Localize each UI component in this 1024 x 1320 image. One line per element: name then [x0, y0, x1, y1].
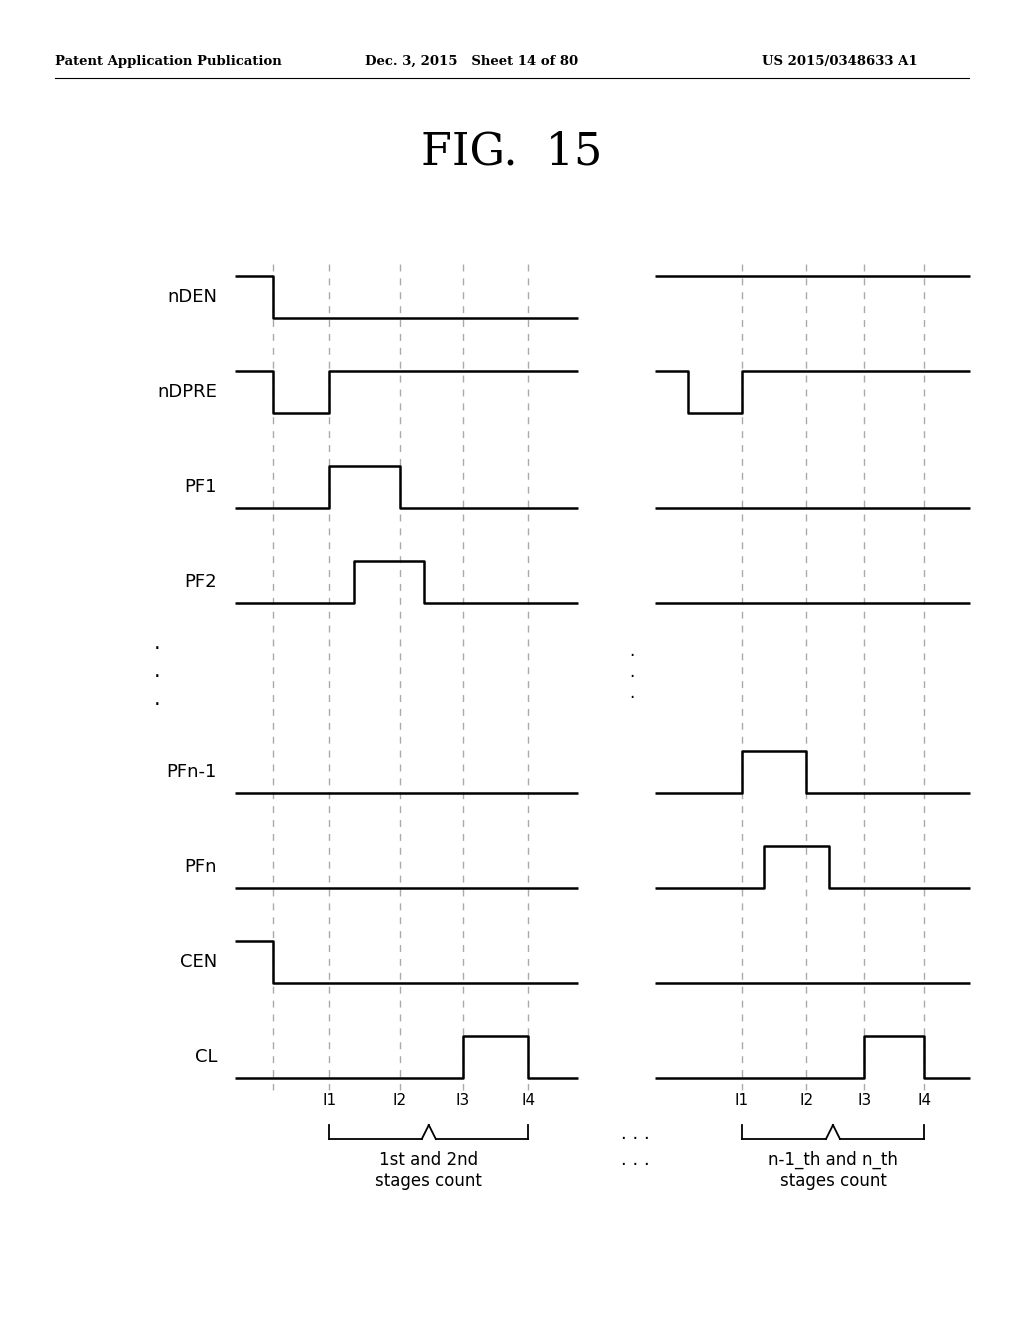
Text: nDPRE: nDPRE [157, 383, 217, 401]
Text: n-1_th and n_th
stages count: n-1_th and n_th stages count [768, 1151, 898, 1191]
Text: · · ·: · · · [621, 1130, 649, 1148]
Text: I3: I3 [857, 1093, 871, 1107]
Text: PF2: PF2 [184, 573, 217, 591]
Text: CL: CL [195, 1048, 217, 1067]
Text: FIG.  15: FIG. 15 [421, 129, 603, 173]
Text: I3: I3 [456, 1093, 470, 1107]
Text: I4: I4 [918, 1093, 932, 1107]
Text: I4: I4 [521, 1093, 536, 1107]
Text: I2: I2 [799, 1093, 813, 1107]
Text: I1: I1 [734, 1093, 749, 1107]
Text: PFn-1: PFn-1 [167, 763, 217, 781]
Text: I1: I1 [323, 1093, 337, 1107]
Text: Dec. 3, 2015   Sheet 14 of 80: Dec. 3, 2015 Sheet 14 of 80 [365, 55, 579, 69]
Text: US 2015/0348633 A1: US 2015/0348633 A1 [762, 55, 918, 69]
Text: ·
·
·: · · · [629, 647, 634, 706]
Text: PF1: PF1 [184, 478, 217, 496]
Text: CEN: CEN [180, 953, 217, 972]
Text: I2: I2 [392, 1093, 407, 1107]
Text: PFn: PFn [184, 858, 217, 876]
Text: nDEN: nDEN [167, 288, 217, 306]
Text: · · ·: · · · [621, 1156, 649, 1173]
Text: ·
·
·: · · · [154, 639, 161, 715]
Text: Patent Application Publication: Patent Application Publication [55, 55, 282, 69]
Text: 1st and 2nd
stages count: 1st and 2nd stages count [376, 1151, 482, 1189]
